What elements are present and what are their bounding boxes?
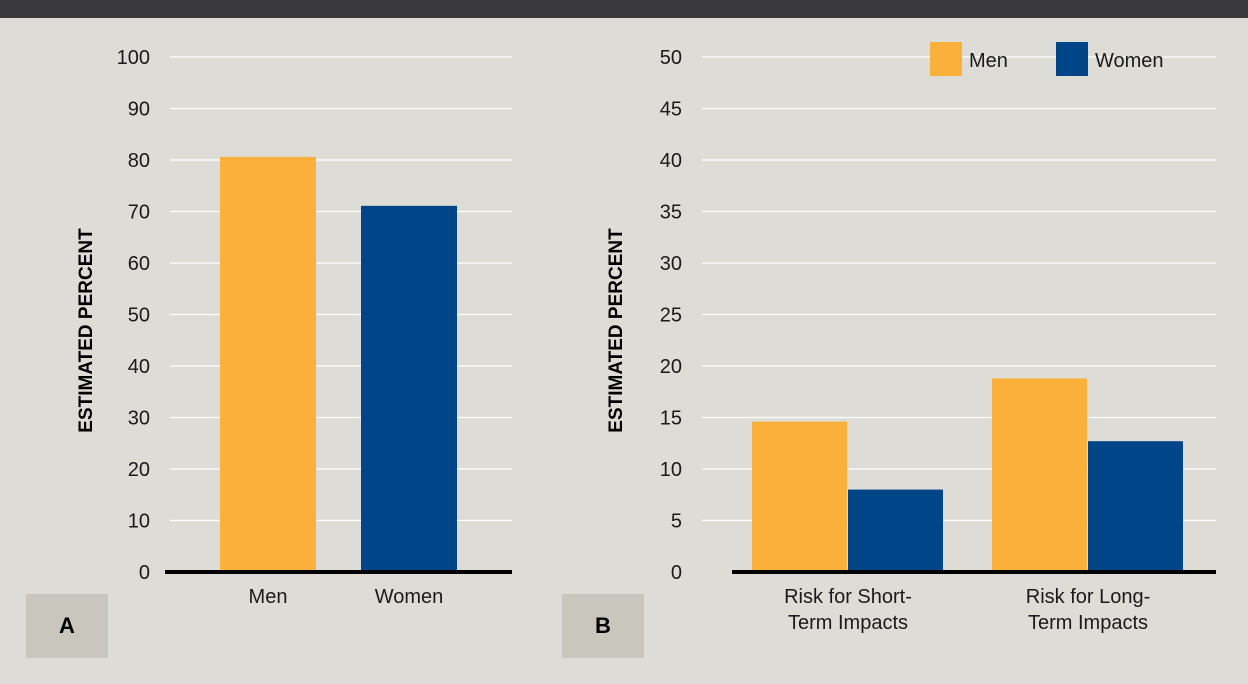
- panel-a-badge: A: [26, 594, 108, 658]
- legend-label: Women: [1095, 50, 1164, 72]
- y-tick-label: 50: [660, 47, 682, 69]
- x-category-label: Risk for Short-Term Impacts: [784, 586, 912, 634]
- y-axis-label: ESTIMATED PERCENT: [76, 228, 97, 433]
- y-axis-label: ESTIMATED PERCENT: [606, 228, 627, 433]
- panel-b-badge: B: [562, 594, 644, 658]
- y-tick-label: 45: [660, 99, 682, 121]
- y-tick-label: 30: [128, 408, 150, 430]
- x-category-label: Men: [249, 586, 288, 608]
- bar: [220, 156, 316, 572]
- x-category-label: Risk for Long-Term Impacts: [1026, 586, 1151, 634]
- y-tick-label: 25: [660, 305, 682, 327]
- y-tick-label: 100: [117, 47, 150, 69]
- y-tick-label: 70: [128, 202, 150, 224]
- x-category-label: Women: [375, 586, 444, 608]
- y-tick-label: 35: [660, 202, 682, 224]
- bar: [992, 378, 1087, 572]
- y-tick-label: 0: [139, 562, 150, 584]
- bar: [848, 489, 943, 572]
- legend-swatch: [1056, 42, 1088, 76]
- panel-a-chart: 0 10 20 30 40 50 60 70 80 90 100 Men Women ESTIMATED …: [76, 47, 512, 608]
- panel-b-label: B: [595, 613, 611, 638]
- panel-a-label: A: [59, 613, 75, 638]
- y-tick-label: 10: [128, 511, 150, 533]
- legend-label: Men: [969, 50, 1008, 72]
- y-tick-label: 30: [660, 253, 682, 275]
- bar: [1088, 441, 1183, 572]
- y-tick-label: 60: [128, 253, 150, 275]
- bar: [361, 205, 457, 572]
- legend-swatch: [930, 42, 962, 76]
- y-tick-label: 80: [128, 150, 150, 172]
- panel-b-chart: 0 5 10 15 20 25 30 35 40 45 50 Risk for Short-Term …: [606, 42, 1216, 634]
- y-tick-label: 20: [660, 356, 682, 378]
- y-tick-label: 5: [671, 511, 682, 533]
- bar: [752, 421, 847, 572]
- y-tick-label: 50: [128, 305, 150, 327]
- y-tick-label: 10: [660, 459, 682, 481]
- y-tick-label: 15: [660, 408, 682, 430]
- top-bar: [0, 0, 1248, 18]
- y-tick-label: 90: [128, 99, 150, 121]
- y-tick-label: 20: [128, 459, 150, 481]
- y-tick-label: 40: [660, 150, 682, 172]
- y-tick-label: 40: [128, 356, 150, 378]
- y-tick-label: 0: [671, 562, 682, 584]
